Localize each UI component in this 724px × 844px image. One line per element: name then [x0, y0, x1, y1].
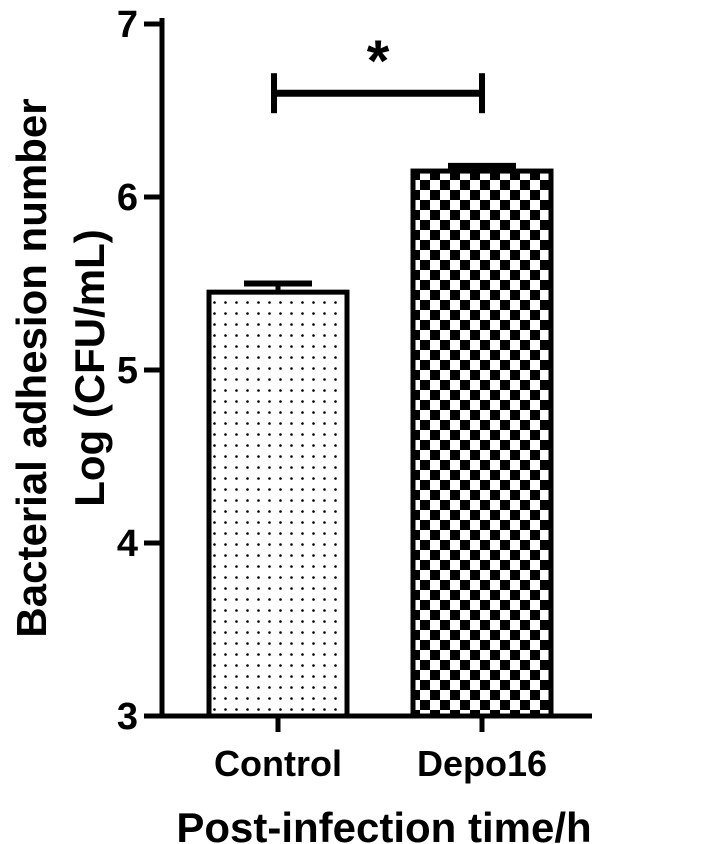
y-tick-label: 3 — [117, 696, 138, 738]
y-tick-label: 7 — [117, 4, 138, 46]
bar-control — [206, 289, 350, 719]
bars — [206, 168, 554, 719]
y-axis-title-line2: Log (CFU/mL) — [66, 229, 113, 507]
y-tick-label: 5 — [117, 350, 138, 392]
bar-depo16 — [410, 168, 554, 719]
x-tick-label: Control — [214, 743, 342, 784]
y-tick-label: 4 — [117, 523, 138, 565]
significance-label: * — [367, 29, 390, 94]
significance-bracket: * — [271, 29, 485, 114]
x-axis-title: Post-infection time/h — [176, 804, 591, 844]
x-ticks: Control Depo16 — [214, 716, 547, 784]
y-ticks: 3 4 5 6 7 — [117, 4, 162, 738]
y-tick-label: 6 — [117, 177, 138, 219]
error-bars — [244, 162, 516, 293]
x-tick-label: Depo16 — [417, 743, 547, 784]
y-axis-title-line1: Bacterial adhesion number — [8, 98, 55, 637]
